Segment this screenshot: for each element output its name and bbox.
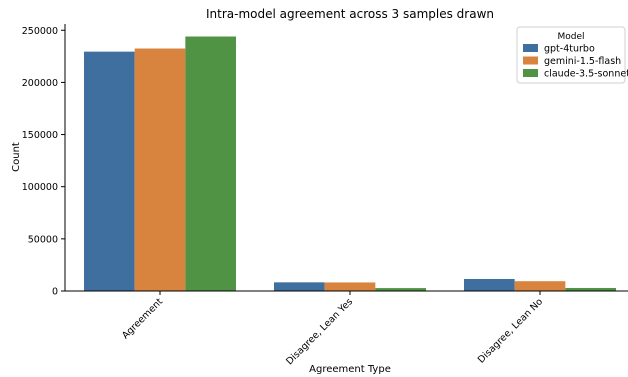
y-tick-label: 250000 [22,26,58,37]
bar-gpt-4turbo-1 [274,282,325,291]
bar-gpt-4turbo-2 [464,279,515,291]
bar-claude-3.5-sonnet-0 [185,36,236,291]
chart-title: Intra-model agreement across 3 samples d… [206,7,494,21]
bar-gemini-1.5-flash-0 [134,48,186,292]
legend-swatch-gemini-1.5-flash [523,56,538,65]
legend-swatch-claude-3.5-sonnet [523,69,538,77]
bar-claude-3.5-sonnet-2 [565,287,616,291]
bars-group [84,36,616,292]
legend-label-claude-3.5-sonnet: claude-3.5-sonnet [544,69,628,80]
bar-gemini-1.5-flash-2 [514,281,566,291]
y-tick-label: 100000 [22,182,58,193]
x-tick-label: Agreement [120,296,165,341]
x-axis: Agreement Disagree, Lean Yes Disagree, Lea… [65,290,628,367]
bar-gemini-1.5-flash-1 [324,282,376,291]
y-tick-label: 0 [52,287,58,298]
bar-gpt-4turbo-0 [84,51,135,291]
x-tick-label: Disagree, Lean Yes [284,296,355,367]
legend-title: Model [557,32,584,42]
y-tick-label: 200000 [22,78,58,89]
legend-frame [516,26,626,84]
legend-label-gemini-1.5-flash: gemini-1.5-flash [544,56,621,67]
y-axis-label: Count [11,142,22,172]
legend-swatch-gpt-4turbo [523,44,538,52]
x-axis-label: Agreement Type [309,364,391,375]
legend-label-gpt-4turbo: gpt-4turbo [544,44,595,55]
y-tick-label: 150000 [22,130,58,141]
x-tick-label: Disagree, Lean No [476,296,545,365]
bar-claude-3.5-sonnet-1 [375,288,426,291]
y-tick-label: 50000 [28,234,58,245]
y-axis: 0 50000 100000 150000 200000 250000 [22,24,66,298]
